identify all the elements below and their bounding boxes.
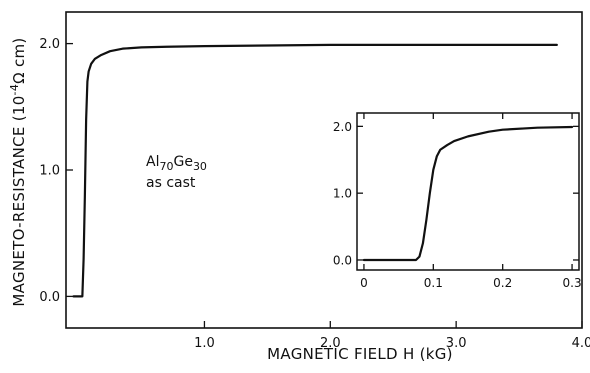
main-x-tick-label: 4.0 xyxy=(572,336,590,351)
main-y-tick-label: 0.0 xyxy=(39,290,60,305)
inset-y-tick-label: 1.0 xyxy=(333,187,352,201)
main-series xyxy=(72,43,558,298)
inset-x-tick-label: 0.2 xyxy=(493,276,512,290)
y-axis-title: MAGNETO-RESISTANCE (10-4Ω cm) xyxy=(8,37,28,306)
annotation-ge: Ge xyxy=(173,154,192,170)
main-ticks: 1.0 2.0 3.0 4.0 0.0 1.0 2.0 xyxy=(39,37,590,351)
inset-y-tick-label: 0.0 xyxy=(333,253,352,267)
inset-y-tick-label: 2.0 xyxy=(333,120,352,134)
main-x-tick-label: 1.0 xyxy=(194,336,215,351)
inset-x-tick-label: 0.3 xyxy=(563,276,582,290)
main-y-tick-label: 1.0 xyxy=(39,164,60,179)
main-y-tick-label: 2.0 xyxy=(39,37,60,52)
annotation-sub-70: 70 xyxy=(159,160,173,173)
inset-x-tick-label: 0.1 xyxy=(424,276,443,290)
y-axis-title-main: MAGNETO-RESISTANCE (10 xyxy=(10,95,28,306)
inset-ticks: 0 0.1 0.2 0.3 0.0 1.0 2.0 xyxy=(333,113,582,290)
x-axis-title: MAGNETIC FIELD H (kG) xyxy=(267,345,453,363)
y-axis-title-exponent: -4 xyxy=(8,84,21,96)
annotation-as-cast: as cast xyxy=(146,175,196,191)
y-axis-title-unit: Ω cm) xyxy=(10,37,28,83)
sample-annotation: Al70Ge30 xyxy=(146,154,207,173)
main-x-tick-label: 2.0 xyxy=(320,336,341,351)
annotation-al: Al xyxy=(146,154,159,170)
inset-series xyxy=(362,125,574,262)
inset-data-line xyxy=(362,125,574,262)
main-x-tick-label: 3.0 xyxy=(446,336,467,351)
inset-plot-frame xyxy=(356,112,580,271)
main-data-line xyxy=(72,43,558,298)
inset-x-tick-label: 0 xyxy=(360,276,368,290)
annotation-sub-30: 30 xyxy=(193,160,207,173)
